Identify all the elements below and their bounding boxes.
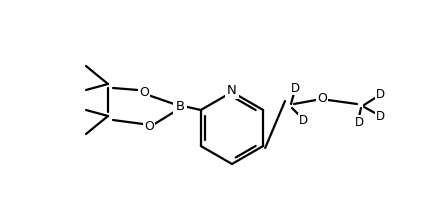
Text: D: D [375, 110, 385, 122]
Text: D: D [355, 116, 364, 129]
Text: D: D [299, 113, 308, 127]
Text: O: O [139, 86, 149, 100]
Text: D: D [290, 81, 299, 95]
Text: D: D [375, 87, 385, 100]
Text: O: O [317, 92, 327, 105]
Text: N: N [227, 84, 237, 97]
Text: O: O [144, 121, 154, 133]
Text: B: B [175, 100, 184, 113]
